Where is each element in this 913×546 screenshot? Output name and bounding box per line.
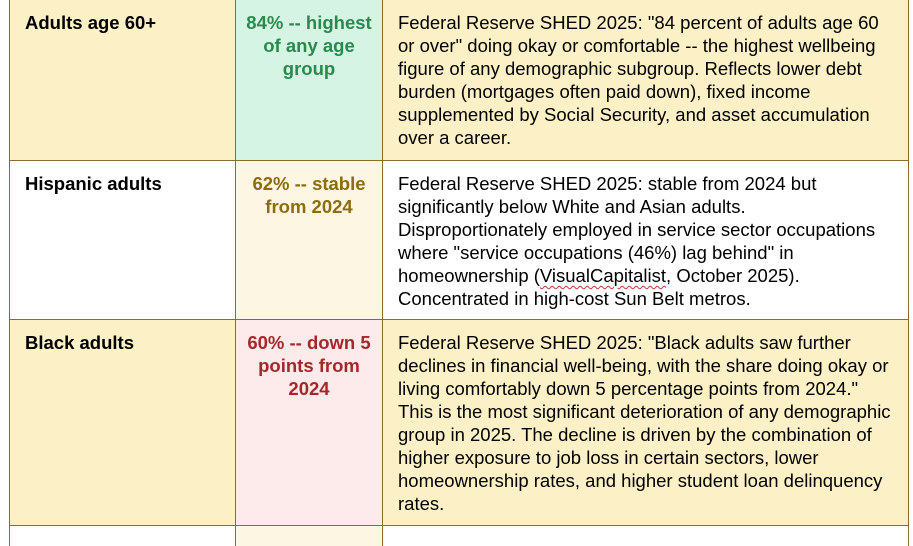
description-cell: Federal Reserve SHED 2025: stable from 2… (382, 160, 909, 320)
description-cell (382, 525, 909, 546)
stat-cell: 84% -- highest of any age group (235, 0, 383, 161)
group-cell: Black adults (9, 319, 236, 526)
table-row: Black adults 60% -- down 5 points from 2… (9, 319, 909, 526)
description-text: Federal Reserve SHED 2025: stable from 2… (398, 173, 876, 286)
stat-cell (235, 525, 383, 546)
group-cell (9, 525, 236, 546)
description-cell: Federal Reserve SHED 2025: "Black adults… (382, 319, 909, 526)
table-row (9, 525, 909, 546)
group-cell: Adults age 60+ (9, 0, 236, 161)
stat-cell: 62% -- stable from 2024 (235, 160, 383, 320)
table-row: Hispanic adults 62% -- stable from 2024 … (9, 160, 909, 320)
stat-cell: 60% -- down 5 points from 2024 (235, 319, 383, 526)
group-cell: Hispanic adults (9, 160, 236, 320)
spellcheck-word[interactable]: VisualCapitalist (539, 265, 667, 286)
description-text: , October 2025). Concentrated in high-co… (398, 265, 800, 309)
description-cell: Federal Reserve SHED 2025: "84 percent o… (382, 0, 909, 161)
wellbeing-table: Adults age 60+ 84% -- highest of any age… (9, 0, 909, 546)
table-row: Adults age 60+ 84% -- highest of any age… (9, 0, 909, 161)
